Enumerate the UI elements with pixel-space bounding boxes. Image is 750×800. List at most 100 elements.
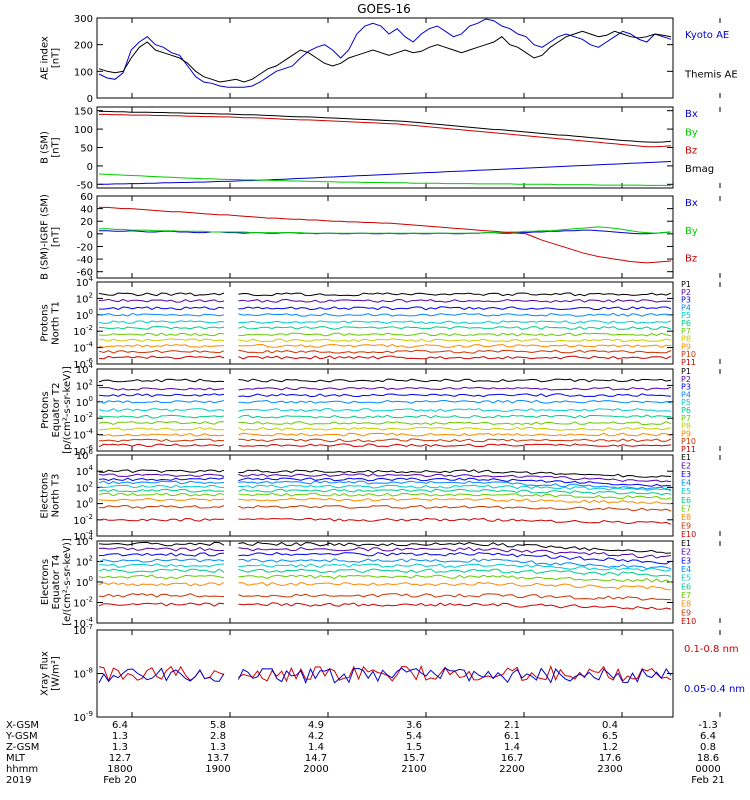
legend-E10: E10 xyxy=(681,617,696,626)
series-line-P4 xyxy=(99,312,672,317)
y-axis-label: AE index xyxy=(40,36,51,80)
y-tick-label: -50 xyxy=(77,180,93,191)
series-line-E2 xyxy=(98,546,672,559)
legend-0.1-0.8 nm: 0.1-0.8 nm xyxy=(684,644,739,655)
series-line-Bmag xyxy=(99,110,672,143)
y-tick-label: 10-4 xyxy=(73,428,93,442)
row-value: 0000 xyxy=(695,764,720,775)
y-axis-label: North T1 xyxy=(51,301,62,345)
legend-E7: E7 xyxy=(681,504,691,513)
series-line-E8 xyxy=(98,497,672,504)
series-line-E10 xyxy=(98,602,672,610)
legend-P11: P11 xyxy=(681,445,696,454)
y-axis-label: [p/(cm²-s-sr-keV)] xyxy=(62,366,73,454)
row-value: 14.7 xyxy=(305,753,327,764)
legend-P11: P11 xyxy=(681,358,696,367)
y-tick-label: 10-4 xyxy=(73,341,93,355)
y-axis-label: [nT] xyxy=(51,48,62,68)
legend-Kyoto AE: Kyoto AE xyxy=(685,30,729,41)
series-line-E8 xyxy=(98,581,672,591)
legend-E6: E6 xyxy=(681,582,691,591)
y-tick-label: -40 xyxy=(77,255,93,266)
series-line-E9 xyxy=(98,593,672,601)
row-value: 1.2 xyxy=(602,742,618,753)
y-tick-exponent: 4 xyxy=(89,362,94,370)
series-line-P5 xyxy=(98,408,672,412)
legend-Bz: Bz xyxy=(685,254,697,265)
y-tick-exponent: -2 xyxy=(86,324,93,332)
row-value: 1.3 xyxy=(112,731,128,742)
series-line-P1 xyxy=(98,378,672,383)
row-value: 6.4 xyxy=(112,720,128,731)
y-tick-label: 200 xyxy=(74,41,93,52)
legend-P9: P9 xyxy=(681,429,691,438)
row-value: 2000 xyxy=(303,764,328,775)
series-line-Kyoto AE xyxy=(98,18,672,88)
row-label: Z-GSM xyxy=(6,742,39,753)
y-tick-label: 50 xyxy=(80,144,93,155)
row-value: 15.7 xyxy=(403,753,425,764)
row-label: Y-GSM xyxy=(5,731,38,742)
y-tick-label: -20 xyxy=(77,242,93,253)
y-tick-exponent: -4 xyxy=(86,616,94,624)
legend-E5: E5 xyxy=(681,574,691,583)
y-tick-label: 60 xyxy=(80,192,93,203)
legend-E10: E10 xyxy=(681,530,696,539)
y-tick-label: 0 xyxy=(87,230,93,241)
series-line-P3 xyxy=(99,306,672,311)
plot-frame xyxy=(96,368,674,452)
series-line-P6 xyxy=(98,325,672,330)
y-tick-exponent: 0 xyxy=(89,497,93,505)
y-tick-label: 104 xyxy=(76,362,94,376)
row-label: 2019 xyxy=(6,775,31,786)
row-value: 2.1 xyxy=(504,720,520,731)
series-line-0.05-0.4 nm xyxy=(98,667,672,685)
row-value: 1.4 xyxy=(308,742,324,753)
row-value: 2.8 xyxy=(210,731,226,742)
row-value: 1900 xyxy=(205,764,230,775)
series-line-P4 xyxy=(98,399,672,404)
row-value: 4.2 xyxy=(308,731,324,742)
legend-0.05-0.4 nm: 0.05-0.4 nm xyxy=(684,684,745,695)
plot-frame xyxy=(96,281,674,365)
panel-bsm: -50 0 50 100 150 B (SM) [nT] Bx By Bz Bmag xyxy=(40,106,721,191)
series-line-E1 xyxy=(98,541,672,554)
series-line-E5 xyxy=(98,563,672,572)
legend-E5: E5 xyxy=(681,487,691,496)
series-line-P3 xyxy=(98,393,672,398)
legend-E6: E6 xyxy=(681,496,691,505)
series-line-E4 xyxy=(98,558,672,570)
legend-P7: P7 xyxy=(681,327,691,336)
row-value: 5.4 xyxy=(406,731,422,742)
row-value: 1.5 xyxy=(406,742,422,753)
legend-P2: P2 xyxy=(681,288,691,297)
legend-P4: P4 xyxy=(681,390,691,399)
series-line-P11 xyxy=(98,355,672,360)
row-value: 13.7 xyxy=(207,753,229,764)
legend-P8: P8 xyxy=(681,422,691,431)
series-line-P10 xyxy=(98,438,672,443)
row-value: Feb 20 xyxy=(103,775,137,786)
legend-E2: E2 xyxy=(681,548,691,557)
y-tick-label: 100 xyxy=(74,67,93,78)
y-tick-label: 104 xyxy=(76,534,94,548)
y-tick-exponent: -4 xyxy=(86,341,94,349)
series-line-P9 xyxy=(98,432,672,437)
row-value: 2200 xyxy=(499,764,524,775)
y-tick-label: 150 xyxy=(74,107,93,118)
row-value: 18.6 xyxy=(697,753,719,764)
y-tick-exponent: -9 xyxy=(86,710,93,718)
series-line-P8 xyxy=(98,426,672,431)
series-line-Bx xyxy=(99,161,672,185)
series-line-P10 xyxy=(98,349,672,354)
y-axis-label: Electrons xyxy=(40,559,51,605)
y-tick-label: 100 xyxy=(76,575,93,589)
y-tick-label: 10-2 xyxy=(73,513,93,527)
y-tick-exponent: 2 xyxy=(89,555,93,563)
legend-By: By xyxy=(685,226,698,237)
y-axis-label: Electrons xyxy=(40,472,51,518)
